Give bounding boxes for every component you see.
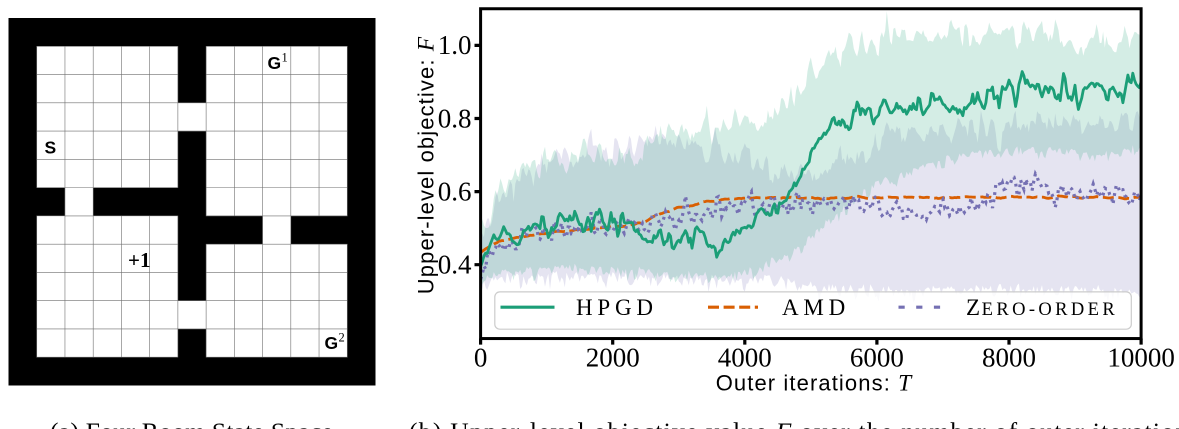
svg-text:AMD: AMD xyxy=(782,295,850,320)
svg-text:10000: 10000 xyxy=(1107,343,1175,373)
svg-text:0: 0 xyxy=(474,343,488,373)
svg-text:+1: +1 xyxy=(128,248,150,272)
svg-text:ZERO-ORDER: ZERO-ORDER xyxy=(966,295,1118,320)
svg-text:1.0: 1.0 xyxy=(438,30,472,60)
svg-text:2000: 2000 xyxy=(586,343,640,373)
svg-text:(b) Upper-level objective valu: (b) Upper-level objective value F over t… xyxy=(409,417,1179,429)
svg-text:(a) Four Room State Space: (a) Four Room State Space xyxy=(50,417,333,429)
svg-text:2: 2 xyxy=(339,330,345,344)
svg-text:0.6: 0.6 xyxy=(438,176,472,206)
svg-text:0.8: 0.8 xyxy=(438,103,472,133)
svg-text:8000: 8000 xyxy=(982,343,1036,373)
svg-text:6000: 6000 xyxy=(850,343,904,373)
svg-text:G: G xyxy=(325,333,339,353)
svg-text:1: 1 xyxy=(282,51,288,65)
svg-text:Upper-level objective: F: Upper-level objective: F xyxy=(414,36,440,294)
svg-text:Outer iterations: T: Outer iterations: T xyxy=(716,371,913,397)
svg-text:HPGD: HPGD xyxy=(576,295,658,320)
svg-text:S: S xyxy=(45,137,57,157)
svg-text:4000: 4000 xyxy=(718,343,772,373)
svg-text:G: G xyxy=(268,53,282,73)
svg-text:0.4: 0.4 xyxy=(438,250,472,280)
